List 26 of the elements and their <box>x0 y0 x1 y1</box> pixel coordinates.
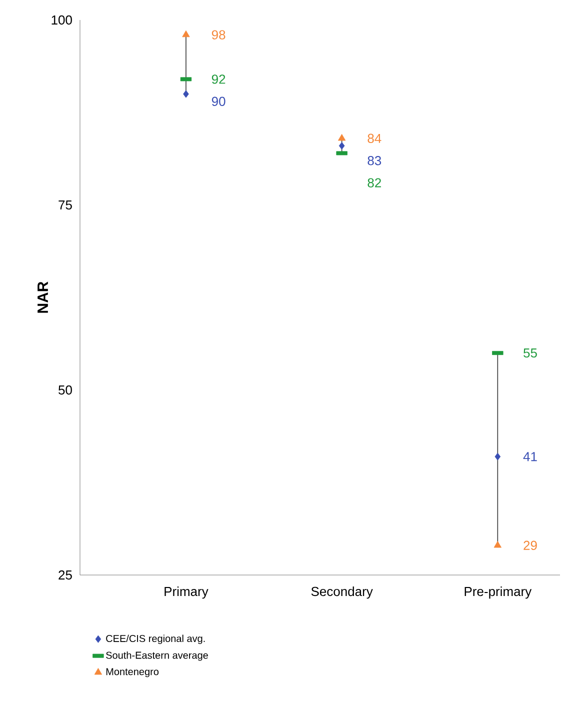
x-tick-label: Secondary <box>311 586 373 599</box>
x-tick-label: Primary <box>164 586 208 599</box>
data-label: 29 <box>524 540 537 550</box>
data-label: 92 <box>212 74 226 84</box>
y-tick-label: 25 <box>58 570 72 580</box>
data-label: 55 <box>524 348 537 358</box>
point <box>183 90 189 98</box>
data-label: 98 <box>212 30 226 40</box>
y-axis-title: NAR <box>38 282 48 313</box>
legend-label: CEE/CIS regional avg. <box>106 634 205 644</box>
data-label: 82 <box>368 178 381 188</box>
legend-label: South-Eastern average <box>106 651 208 661</box>
y-tick-label: 50 <box>58 385 72 395</box>
point <box>494 541 502 548</box>
x-tick-label: Pre-primary <box>464 586 532 599</box>
point <box>494 452 501 460</box>
point <box>338 134 346 141</box>
point <box>338 142 345 150</box>
point <box>182 30 190 38</box>
data-label: 83 <box>368 156 382 166</box>
data-label: 90 <box>212 96 226 106</box>
data-label: 41 <box>523 452 537 462</box>
data-label: 84 <box>368 134 382 144</box>
y-tick-label: 75 <box>58 200 72 210</box>
y-tick-label: 100 <box>52 15 72 25</box>
legend-label: Montenegro <box>106 668 159 678</box>
